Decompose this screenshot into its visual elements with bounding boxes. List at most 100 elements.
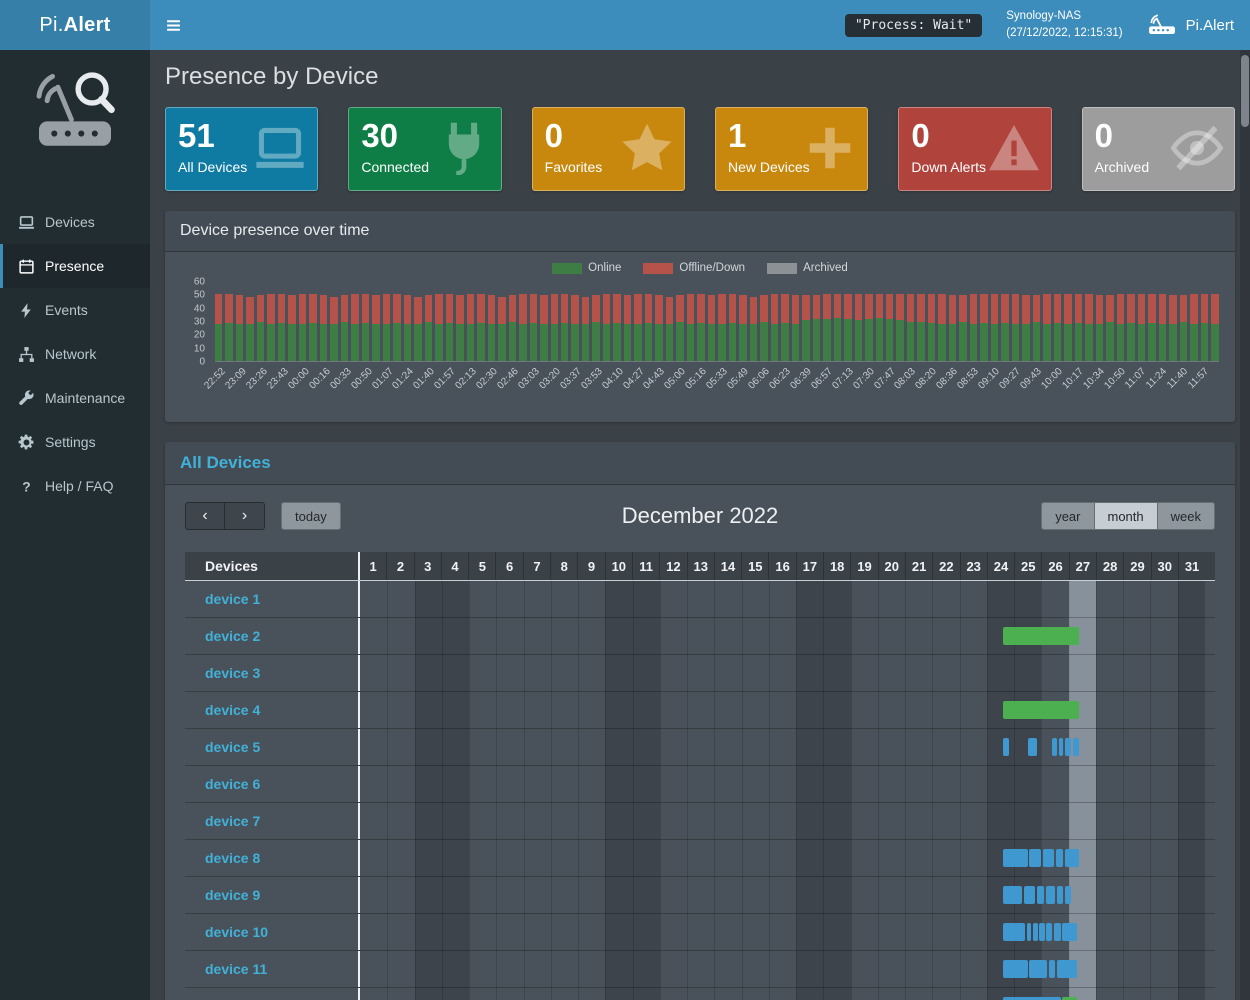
presence-event-session[interactable] (1003, 997, 1061, 1000)
device-timeline (360, 766, 1205, 802)
x-tick-label: 00:16 (307, 366, 333, 392)
app-logo[interactable]: Pi. Alert (0, 0, 150, 50)
chart-bar (487, 282, 496, 361)
info-box-connected[interactable]: 30 Connected (348, 107, 502, 191)
chart-y-axis: 0 10 20 30 40 50 60 (181, 277, 209, 368)
presence-event-session[interactable] (1039, 923, 1045, 941)
network-icon (18, 346, 35, 363)
presence-event-session[interactable] (1003, 960, 1028, 978)
presence-event-session[interactable] (1027, 738, 1038, 756)
sidebar-item-settings[interactable]: Settings (0, 420, 150, 464)
device-link[interactable]: device 6 (205, 776, 261, 792)
presence-event-online[interactable] (1003, 701, 1079, 719)
chart-bar (382, 282, 391, 361)
sidebar-item-devices[interactable]: Devices (0, 200, 150, 244)
presence-event-session[interactable] (1062, 923, 1078, 941)
presence-event-online[interactable] (1062, 997, 1078, 1000)
y-tick-label: 10 (193, 343, 205, 355)
info-box-new-devices[interactable]: 1 New Devices (714, 107, 869, 191)
day-header: 30 (1150, 552, 1178, 580)
next-month-button[interactable]: › (225, 502, 265, 530)
view-week-button[interactable]: week (1157, 502, 1215, 530)
star-icon (620, 121, 674, 175)
today-button[interactable]: today (281, 502, 341, 530)
legend-swatch (767, 262, 798, 274)
hamburger-menu-button[interactable] (150, 0, 196, 50)
info-box-down-alerts[interactable]: 0 Down Alerts (898, 107, 1052, 191)
presence-event-session[interactable] (1053, 923, 1061, 941)
day-headers: 1 2 3 4 5 6 7 8 9 10 11 12 13 14 15 16 1… (360, 552, 1205, 580)
chart-bar (1074, 282, 1083, 361)
svg-text:?: ? (22, 478, 30, 494)
presence-event-session[interactable] (1056, 960, 1077, 978)
device-link[interactable]: device 9 (205, 887, 261, 903)
presence-event-session[interactable] (1048, 960, 1056, 978)
view-month-button[interactable]: month (1094, 502, 1158, 530)
device-link[interactable]: device 7 (205, 813, 261, 829)
x-tick-label: 10:17 (1060, 366, 1086, 392)
presence-event-session[interactable] (1046, 923, 1053, 941)
device-link[interactable]: device 1 (205, 591, 261, 607)
presence-event-session[interactable] (1045, 886, 1056, 904)
presence-event-session[interactable] (1003, 923, 1026, 941)
presence-event-session[interactable] (1029, 849, 1042, 867)
device-link[interactable]: device 8 (205, 850, 261, 866)
presence-event-session[interactable] (1064, 886, 1072, 904)
presence-event-session[interactable] (1003, 849, 1028, 867)
chart-bar (372, 282, 380, 361)
presence-event-session[interactable] (1058, 738, 1064, 756)
sidebar-item-maintenance[interactable]: Maintenance (0, 376, 150, 420)
info-box-favorites[interactable]: 0 Favorites (531, 107, 685, 191)
x-tick-label: 05:16 (683, 366, 710, 392)
page-scrollbar-track[interactable] (1240, 50, 1250, 1000)
device-link[interactable]: device 5 (205, 739, 261, 755)
device-link[interactable]: device 4 (205, 702, 261, 718)
presence-event-session[interactable] (1024, 886, 1035, 904)
view-year-button[interactable]: year (1041, 502, 1095, 530)
x-tick-label: 07:30 (850, 366, 877, 392)
sidebar-item-network[interactable]: Network (0, 332, 150, 376)
info-box-value: 30 (361, 117, 399, 154)
sidebar-item-help-faq[interactable]: ? Help / FAQ (0, 464, 150, 508)
legend-item-offline-down[interactable]: Offline/Down (643, 262, 745, 274)
presence-event-session[interactable] (1003, 738, 1010, 756)
info-box-label: Connected (361, 159, 430, 176)
device-link[interactable]: device 10 (205, 924, 269, 940)
presence-event-online[interactable] (1003, 627, 1079, 645)
presence-event-session[interactable] (1052, 738, 1057, 756)
device-timeline (360, 840, 1205, 876)
chart-bar (844, 282, 852, 361)
device-link[interactable]: device 12 (205, 998, 268, 1000)
presence-event-session[interactable] (1026, 923, 1032, 941)
day-header: 5 (468, 552, 495, 580)
device-link[interactable]: device 3 (205, 665, 261, 681)
legend-item-online[interactable]: Online (552, 262, 621, 274)
day-header: 1 (369, 558, 377, 574)
prev-month-button[interactable]: ‹ (185, 502, 225, 530)
info-box-archived[interactable]: 0 Archived (1081, 107, 1235, 191)
calendar-icon (18, 258, 35, 275)
info-box-label: Down Alerts (911, 159, 987, 176)
x-tick-label: 00:33 (328, 366, 354, 392)
presence-event-session[interactable] (1065, 738, 1072, 756)
presence-event-session[interactable] (1029, 960, 1047, 978)
presence-event-session[interactable] (1055, 849, 1064, 867)
sidebar-item-presence[interactable]: Presence (0, 244, 150, 288)
info-box-all-devices[interactable]: 51 All Devices (165, 107, 319, 191)
x-tick-label: 11:57 (1186, 366, 1212, 391)
chevron-right-icon: › (241, 507, 248, 524)
presence-event-session[interactable] (1003, 886, 1023, 904)
presence-event-session[interactable] (1043, 849, 1054, 867)
sidebar-item-events[interactable]: Events (0, 288, 150, 332)
presence-event-session[interactable] (1064, 849, 1079, 867)
legend-item-archived[interactable]: Archived (767, 262, 848, 274)
presence-event-session[interactable] (1073, 738, 1079, 756)
device-link[interactable]: device 11 (205, 961, 268, 977)
presence-event-session[interactable] (1036, 886, 1045, 904)
page-scrollbar-thumb[interactable] (1241, 55, 1249, 127)
info-box-value: 0 (544, 117, 564, 154)
presence-event-session[interactable] (1032, 923, 1038, 941)
presence-event-session[interactable] (1056, 886, 1064, 904)
device-link[interactable]: device 2 (205, 628, 261, 644)
chart-bar (1053, 282, 1062, 361)
